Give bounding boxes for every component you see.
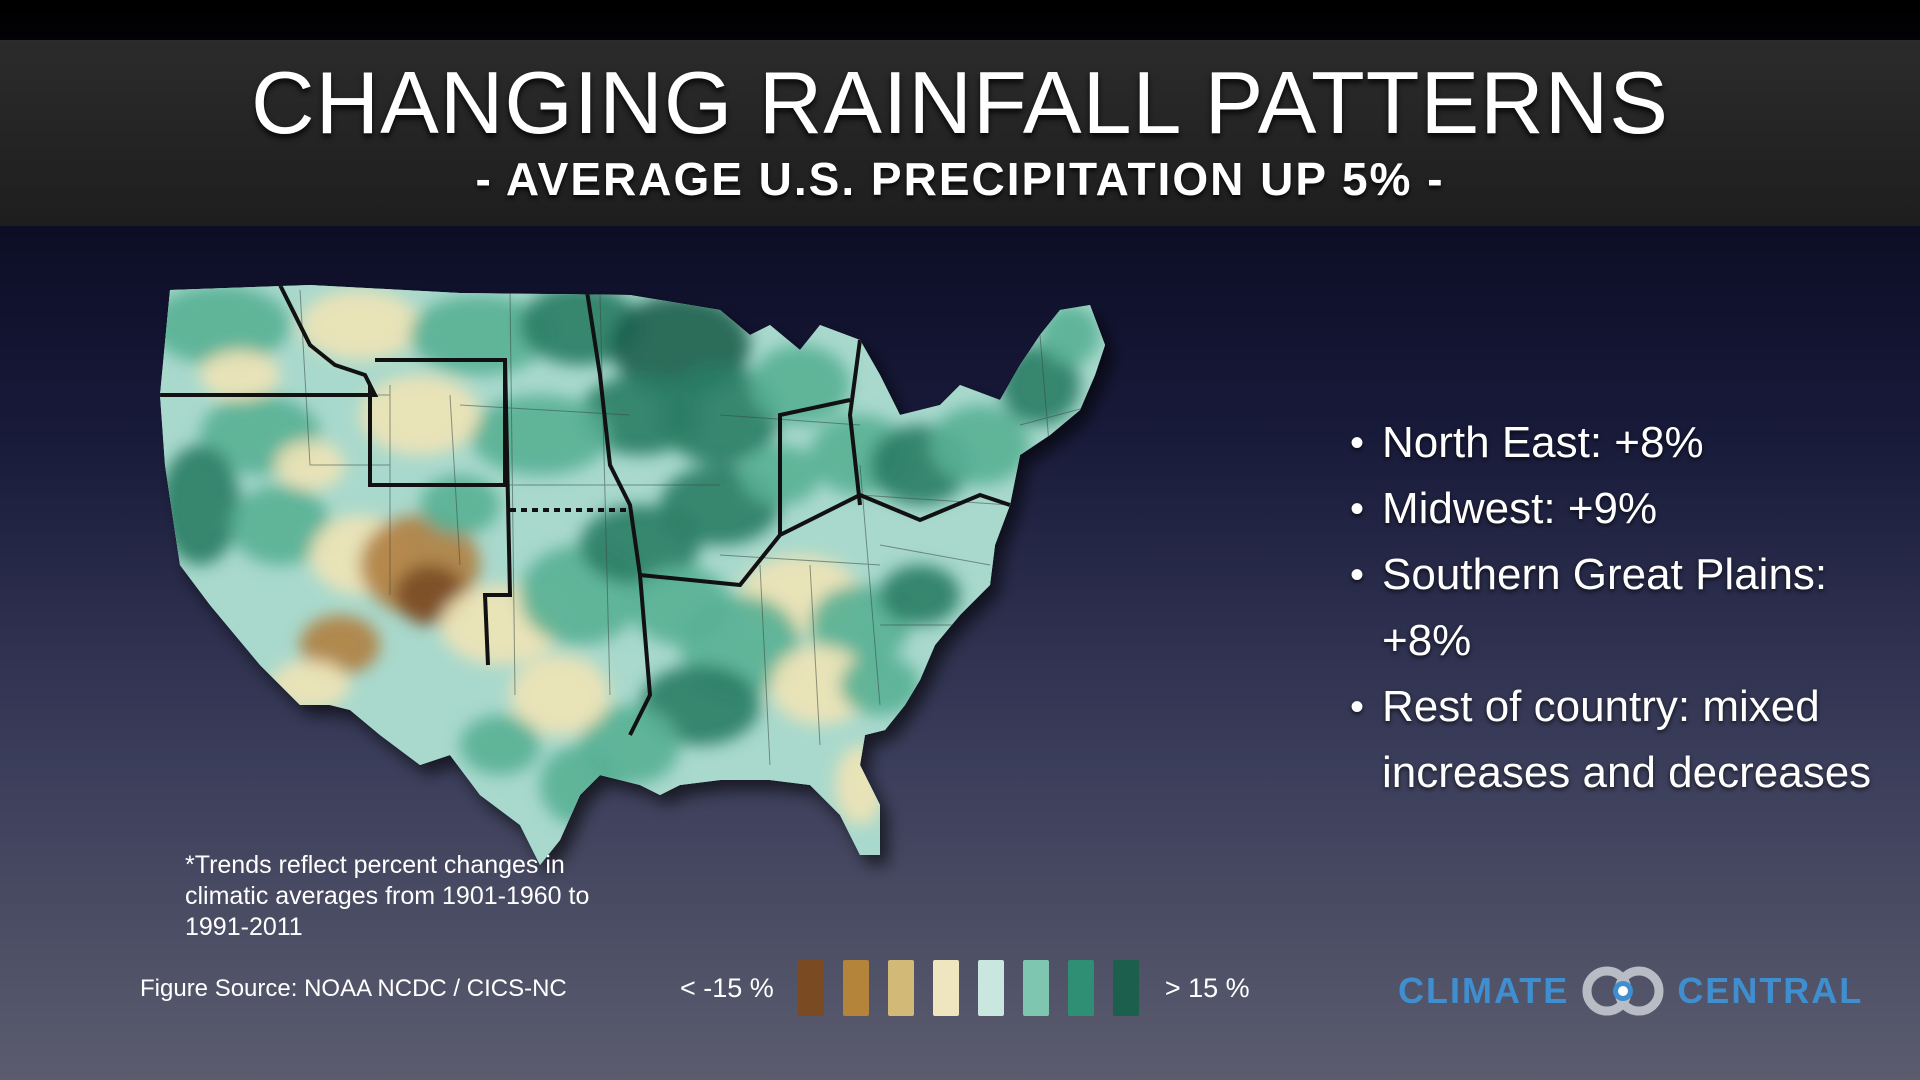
- precip-patch: [880, 565, 960, 625]
- precip-patch: [270, 660, 350, 710]
- logo-left-text: CLIMATE: [1398, 970, 1570, 1011]
- climate-central-logo: CLIMATE CENTRAL: [1398, 965, 1863, 1017]
- precip-patch: [750, 345, 850, 425]
- findings-list: • North East: +8% • Midwest: +9% • Southern…: [1350, 410, 1890, 806]
- precip-patch: [540, 745, 620, 825]
- logo-right-text: CENTRAL: [1677, 970, 1864, 1011]
- bullet-southern-great-plains: • Southern Great Plains: +8%: [1350, 542, 1890, 674]
- precip-patch: [460, 715, 540, 775]
- page-title: CHANGING RAINFALL PATTERNS: [251, 53, 1669, 152]
- precip-patch: [420, 475, 500, 535]
- precip-patch: [230, 485, 330, 565]
- trend-footnote: *Trends reflect percent changes in clima…: [185, 851, 590, 941]
- precip-patch: [360, 375, 480, 455]
- legend-swatch-4: [932, 960, 959, 1016]
- precip-patch: [930, 405, 1030, 485]
- precip-patch: [410, 295, 550, 375]
- precip-patch: [840, 655, 920, 715]
- bullet-rest-of-country: • Rest of country: mixed increases and de…: [1350, 674, 1890, 806]
- precip-patch: [1000, 345, 1080, 425]
- precip-patch: [300, 615, 380, 675]
- us-precipitation-map: [160, 285, 1105, 865]
- precip-patch: [510, 655, 610, 735]
- legend-swatch-8: [1112, 960, 1139, 1016]
- precip-patch: [200, 350, 280, 400]
- legend-low-label: < -15 %: [680, 972, 774, 1003]
- logo-rings-icon: [1582, 966, 1664, 1016]
- legend-high-label: > 15 %: [1164, 972, 1250, 1003]
- legend-swatch-5: [977, 960, 1004, 1016]
- precip-patch: [835, 745, 885, 825]
- precip-patch: [160, 285, 290, 365]
- precip-patch: [630, 565, 730, 645]
- bullet-dot-icon: •: [1350, 685, 1365, 729]
- legend-swatch-2: [842, 960, 869, 1016]
- precip-patch: [160, 445, 240, 565]
- title-band: [0, 40, 1920, 226]
- legend-swatch-6: [1022, 960, 1049, 1016]
- legend-swatches: [797, 960, 1139, 1016]
- legend-swatch-3: [887, 960, 914, 1016]
- bullet-dot-icon: •: [1350, 421, 1365, 465]
- precipitation-fill: [160, 285, 1105, 865]
- legend-swatch-7: [1067, 960, 1094, 1016]
- page-subtitle: - AVERAGE U.S. PRECIPITATION UP 5% -: [475, 153, 1445, 205]
- precip-patch: [770, 645, 870, 725]
- bullet-dot-icon: •: [1350, 553, 1365, 597]
- bullet-north-east: • North East: +8%: [1350, 410, 1890, 476]
- color-legend: < -15 % > 15 %: [680, 958, 1250, 1018]
- bullet-dot-icon: •: [1350, 487, 1365, 531]
- precip-patch: [1040, 305, 1100, 365]
- figure-source: Figure Source: NOAA NCDC / CICS-NC: [140, 975, 567, 1002]
- bullet-midwest: • Midwest: +9%: [1350, 476, 1890, 542]
- legend-swatch-1: [797, 960, 824, 1016]
- region-borders: [160, 285, 1011, 736]
- precip-patch: [300, 290, 420, 360]
